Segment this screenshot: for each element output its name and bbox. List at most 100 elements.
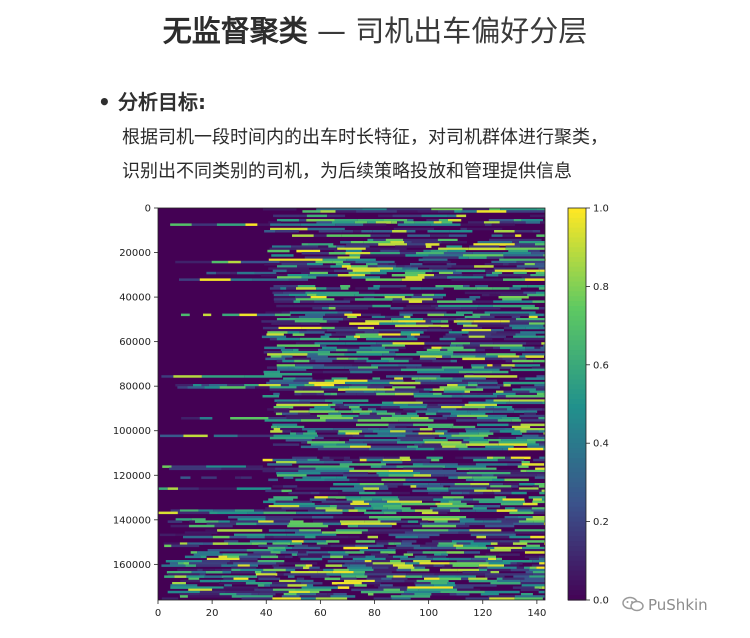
heatmap-cell	[381, 344, 406, 347]
heatmap-cell	[420, 544, 438, 548]
heatmap-cell	[296, 432, 304, 435]
heatmap-cell	[343, 474, 379, 477]
heatmap-cell	[492, 456, 506, 460]
heatmap-cell	[509, 399, 545, 402]
heatmap-cell	[177, 562, 184, 565]
heatmap-cell	[263, 568, 286, 572]
heatmap-cell	[487, 414, 507, 418]
heatmap-cell	[544, 542, 545, 545]
heatmap-cell	[331, 582, 362, 585]
heatmap-cell	[524, 555, 539, 559]
heatmap-cell	[511, 491, 527, 495]
heatmap-cell	[364, 434, 406, 438]
heatmap-cell	[450, 485, 473, 488]
heatmap-cell	[290, 432, 297, 435]
heatmap-cell	[372, 566, 389, 570]
heatmap-cell	[534, 263, 545, 266]
colorbar-segment	[568, 306, 586, 312]
heatmap-cell	[539, 562, 545, 565]
heatmap-cell	[161, 597, 179, 600]
heatmap-cell	[539, 249, 545, 253]
heatmap-cell	[510, 456, 531, 460]
heatmap-cell	[437, 210, 455, 213]
heatmap-cell	[339, 406, 349, 409]
heatmap-cell	[383, 588, 401, 592]
heatmap-cell	[532, 516, 545, 519]
heatmap-cell	[419, 562, 450, 565]
heatmap-cell	[300, 300, 315, 303]
heatmap-cell	[381, 577, 392, 581]
heatmap-cell	[353, 417, 381, 420]
y-tick-label: 160000	[113, 560, 151, 571]
heatmap-cell	[340, 285, 351, 288]
heatmap-cell	[526, 342, 542, 345]
heatmap-cell	[413, 474, 431, 477]
heatmap-cell	[434, 573, 485, 576]
heatmap-cell	[392, 298, 403, 301]
heatmap-cell	[316, 542, 328, 545]
heatmap-cell	[440, 491, 451, 495]
heatmap-cell	[532, 571, 545, 574]
heatmap-cell	[514, 597, 543, 600]
heatmap-cell	[404, 296, 412, 299]
heatmap-cell	[237, 434, 274, 438]
heatmap-cell	[524, 551, 545, 554]
heatmap-cell	[433, 584, 456, 587]
heatmap-cell	[315, 260, 333, 264]
heatmap-cell	[256, 522, 289, 526]
heatmap-cell	[349, 254, 361, 257]
heatmap-cell	[449, 593, 457, 596]
heatmap-cell	[280, 384, 289, 387]
heatmap-cell	[312, 520, 340, 523]
heatmap-cell	[438, 271, 453, 275]
heatmap-cell	[534, 346, 541, 350]
heatmap-cell	[387, 485, 398, 488]
heatmap-cell	[447, 249, 466, 253]
heatmap-cell	[472, 274, 487, 277]
heatmap-cell	[495, 291, 524, 295]
heatmap-cell	[326, 498, 336, 501]
heatmap-cell	[427, 408, 457, 411]
heatmap-cell	[484, 573, 533, 576]
heatmap-cell	[370, 344, 382, 347]
heatmap-cell	[271, 322, 301, 325]
heatmap-cell	[349, 322, 380, 325]
heatmap-cell	[312, 307, 323, 310]
heatmap-cell	[190, 551, 198, 554]
heatmap-cell	[388, 359, 409, 363]
heatmap-cell	[477, 324, 510, 328]
heatmap-cell	[300, 322, 320, 325]
heatmap-cell	[468, 469, 521, 473]
heatmap-cell	[422, 524, 457, 528]
heatmap-cell	[347, 348, 372, 352]
heatmap-cell	[536, 566, 545, 570]
heatmap-cell	[239, 313, 257, 317]
heatmap-cell	[513, 575, 530, 578]
heatmap-cell	[209, 511, 218, 515]
heatmap-cell	[271, 425, 278, 429]
heatmap-cell	[345, 551, 365, 554]
heatmap-cell	[456, 524, 470, 528]
heatmap-cell	[451, 434, 489, 438]
heatmap-cell	[245, 386, 256, 389]
heatmap-cell	[277, 368, 307, 372]
heatmap-cell	[352, 269, 381, 273]
heatmap-cell	[478, 500, 526, 504]
heatmap-cell	[314, 502, 351, 506]
heatmap-cell	[514, 428, 545, 431]
heatmap-cell	[496, 557, 502, 561]
heatmap-cell	[494, 491, 512, 495]
heatmap-cell	[355, 333, 379, 336]
heatmap-cell	[461, 577, 469, 581]
heatmap-cell	[350, 241, 364, 244]
heatmap-cell	[273, 549, 286, 552]
colorbar-segment	[568, 443, 586, 449]
heatmap-cell	[461, 307, 478, 310]
heatmap-cell	[421, 518, 460, 521]
heatmap-cell	[230, 417, 269, 420]
heatmap-cell	[368, 516, 422, 519]
heatmap-cell	[334, 269, 353, 273]
heatmap-cell	[206, 557, 240, 561]
heatmap-cell	[434, 553, 442, 556]
heatmap-cell	[216, 271, 231, 275]
